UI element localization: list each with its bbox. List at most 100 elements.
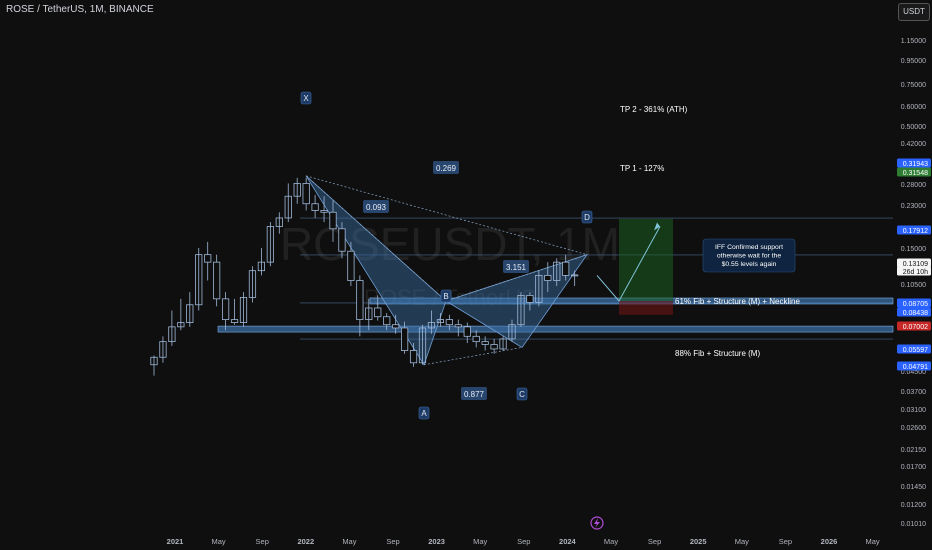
annotation-layer: X A B C D 0.269 0.093 3.151 0.877 TP 2 - 361% (AT…	[300, 91, 800, 420]
candle-body	[409, 350, 418, 364]
time-tick: 2024	[559, 537, 577, 546]
time-tick: May	[473, 537, 487, 546]
price-tick: 0.01010	[901, 521, 926, 528]
zones-layer	[217, 217, 894, 340]
pattern-point-badge	[418, 406, 430, 420]
price-badge-label: 0.07002	[903, 324, 928, 331]
time-tick: Sep	[779, 537, 792, 546]
candle-body	[400, 327, 409, 351]
time-tick: Sep	[386, 537, 399, 546]
candle-body	[168, 326, 176, 343]
ratio-label: 3.151	[506, 263, 527, 272]
candle-body	[150, 356, 158, 366]
candle-body	[338, 228, 346, 252]
candle-body	[293, 183, 301, 197]
candle-body	[347, 250, 355, 281]
price-tick: 1.15000	[901, 38, 926, 45]
candle-body	[418, 327, 427, 364]
candle-body	[186, 304, 194, 323]
fib61-label: 61% Fib + Structure (M) + Neckline	[675, 297, 800, 306]
time-tick: 2021	[167, 537, 184, 546]
price-tick: 0.03100	[901, 407, 926, 414]
price-tick: 0.42000	[901, 141, 926, 148]
price-tick: 0.02150	[901, 447, 926, 454]
price-tick: 0.15000	[901, 246, 926, 253]
time-tick: May	[212, 537, 226, 546]
candle-body	[365, 307, 373, 320]
price-badge	[897, 258, 931, 268]
candle-body	[329, 211, 337, 230]
watermark-symbol: ROSEUSDT, 1M	[280, 218, 620, 270]
ratio-label: 0.093	[366, 203, 387, 212]
price-tick: 0.01200	[901, 502, 926, 509]
candle-body	[526, 294, 534, 303]
candle-body	[239, 297, 248, 323]
currency-button[interactable]: USDT	[898, 3, 930, 21]
candle-body	[383, 316, 391, 326]
pattern-point-badge	[440, 289, 452, 303]
price-badge	[897, 225, 931, 235]
candle-body	[427, 322, 436, 329]
time-tick: May	[735, 537, 749, 546]
pattern-point-badge	[516, 387, 528, 401]
callout-line: otherwise wait for the	[717, 253, 781, 260]
candle-body	[436, 319, 445, 323]
candle-body	[463, 326, 471, 337]
candle-body	[445, 319, 453, 326]
candle-body	[311, 203, 319, 211]
ratio-badge	[503, 260, 529, 273]
price-badge	[897, 344, 931, 354]
price-tick: 0.01450	[901, 484, 926, 491]
price-badge-label: 0.17912	[903, 228, 928, 235]
price-tick: 0.28000	[901, 182, 926, 189]
candle-body	[204, 254, 212, 263]
time-tick: 2025	[690, 537, 707, 546]
pattern-point-badge	[581, 210, 593, 224]
candle-body	[508, 324, 516, 340]
pattern-point-label: D	[584, 213, 590, 222]
price-badge-label: 0.31548	[903, 170, 928, 177]
price-tick: 0.04500	[901, 369, 926, 376]
price-tick: 0.03700	[901, 389, 926, 396]
pattern-point-label: B	[443, 292, 448, 301]
pattern-point-label: A	[421, 409, 427, 418]
harmonic-pattern	[305, 175, 589, 366]
price-badge	[897, 321, 931, 331]
projection-path	[596, 226, 661, 302]
ratio-badge	[461, 387, 487, 400]
candle-body	[553, 261, 561, 281]
pattern-point-label: C	[519, 390, 525, 399]
callout-line: IFF Confirmed support	[715, 244, 783, 251]
time-axis: 2021 May Sep 2022 May Sep 2023 May Sep 2024 May Sep…	[167, 537, 880, 546]
candle-body	[302, 183, 310, 205]
candle-body	[213, 261, 221, 300]
lightning-icon[interactable]	[590, 516, 604, 530]
candle-body	[221, 298, 230, 320]
candle-body	[195, 254, 203, 306]
price-badge	[897, 307, 931, 317]
stop-loss-zone	[619, 301, 673, 315]
candle-body	[454, 324, 462, 328]
candle-body	[571, 274, 579, 277]
price-badge-label: 0.13109	[903, 261, 928, 268]
price-badge-label: 0.04791	[903, 364, 928, 371]
pattern-bcd	[445, 253, 589, 348]
candle-body	[248, 270, 257, 298]
candle-body	[562, 261, 570, 276]
line-ac	[423, 347, 523, 366]
callout-box	[702, 238, 796, 273]
time-tick: May	[604, 537, 618, 546]
candle-body	[159, 341, 167, 358]
price-tick: 0.02600	[901, 425, 926, 432]
price-tick: 0.10500	[901, 282, 926, 289]
candle-body	[374, 307, 382, 318]
price-badge	[897, 298, 931, 308]
price-badge-label: 26d 10h	[903, 269, 928, 276]
candle-body	[517, 294, 525, 326]
symbol-title: ROSE / TetherUS, 1M, BINANCE	[6, 4, 154, 15]
candles-layer	[150, 177, 579, 376]
price-tick: 0.60000	[901, 104, 926, 111]
time-tick: Sep	[256, 537, 269, 546]
candle-body	[257, 261, 266, 272]
candle-body	[481, 341, 489, 345]
